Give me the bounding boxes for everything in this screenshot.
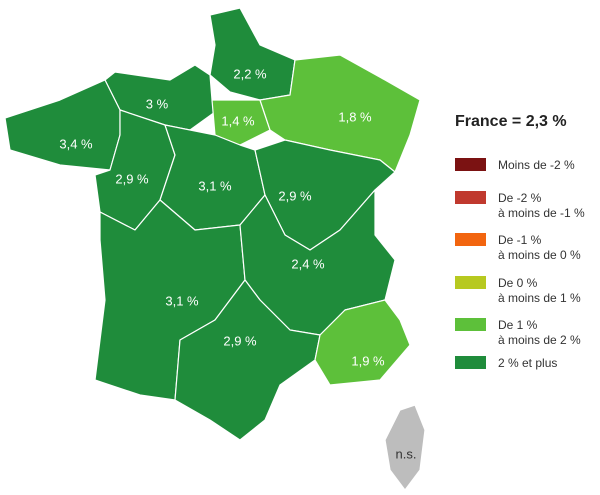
- region-label: 1,8 %: [338, 109, 372, 124]
- legend-label: De 0 %: [498, 276, 538, 290]
- legend-title: France = 2,3 %: [455, 113, 567, 130]
- legend-swatch: [455, 356, 486, 369]
- region-label: 1,9 %: [351, 353, 385, 368]
- legend-label: à moins de 2 %: [498, 333, 581, 347]
- region-label: 1,4 %: [221, 113, 255, 128]
- region: [384, 404, 426, 491]
- legend-label: De -2 %: [498, 191, 542, 205]
- legend-swatch: [455, 318, 486, 331]
- legend-label: 2 % et plus: [498, 356, 557, 370]
- region-label: 2,9 %: [115, 171, 149, 186]
- region-label: 2,4 %: [291, 256, 325, 271]
- legend-label: De 1 %: [498, 318, 538, 332]
- region: [314, 299, 411, 386]
- legend-label: Moins de -2 %: [498, 158, 575, 172]
- legend-swatch: [455, 233, 486, 246]
- legend: Moins de -2 % De -2 %à moins de -1 % De -1…: [455, 158, 585, 370]
- legend-swatch: [455, 158, 486, 171]
- legend-swatch: [455, 191, 486, 204]
- legend-label: à moins de -1 %: [498, 206, 585, 220]
- region-label: 3,1 %: [165, 293, 199, 308]
- region-label: 3 %: [146, 96, 169, 111]
- legend-swatch: [455, 276, 486, 289]
- region-label: 2,9 %: [278, 188, 312, 203]
- legend-label: De -1 %: [498, 233, 542, 247]
- region-label: 2,9 %: [223, 333, 257, 348]
- region-label: 3,1 %: [198, 178, 232, 193]
- region: [211, 99, 271, 146]
- region: [4, 79, 121, 171]
- region: [209, 7, 296, 101]
- region-label: 2,2 %: [233, 66, 267, 81]
- region-label: n.s.: [396, 446, 417, 461]
- legend-label: à moins de 1 %: [498, 291, 581, 305]
- regions: [4, 7, 426, 491]
- region-label: 3,4 %: [59, 136, 93, 151]
- legend-label: à moins de 0 %: [498, 248, 581, 262]
